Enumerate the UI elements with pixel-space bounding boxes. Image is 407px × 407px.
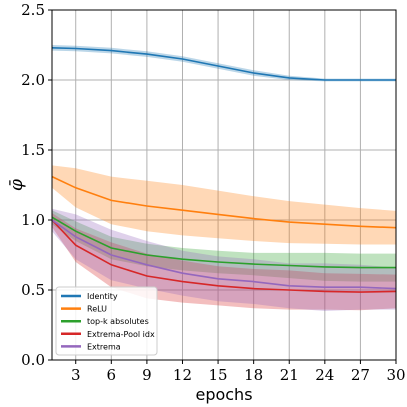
series-line [51,219,397,293]
legend-box [55,286,158,356]
x-tick-label: 27 [351,366,370,384]
x-axis-label: epochs [195,385,252,404]
y-axis-ticks: 0.0 0.5 1.0 1.5 2.0 2.5 [21,1,52,369]
x-tick-label: 9 [142,366,152,384]
confidence-bands [52,45,396,311]
plot-frame [51,9,397,361]
legend-label: ReLU [87,305,107,314]
x-tick-label: 6 [107,366,117,384]
legend-label: Extrema-Pool idx [87,330,155,339]
series-band [52,45,396,82]
series-line [51,219,397,290]
x-tick-label: 18 [244,366,263,384]
x-tick-label: 21 [280,366,299,384]
y-tick-label: 1.5 [21,141,45,159]
legend-label: Extrema [87,342,121,351]
y-tick-label: 2.5 [21,1,45,19]
series-band [52,165,396,245]
x-tick-label: 30 [386,366,405,384]
series-band [52,208,396,311]
series-band [52,210,396,282]
series-line [51,216,396,269]
x-tick-label: 12 [173,366,192,384]
y-tick-label: 2.0 [21,71,45,89]
x-tick-label: 24 [315,366,334,384]
series-line [51,175,397,229]
x-tick-label: 3 [71,366,81,384]
y-axis-label: φ̄ [7,179,27,191]
legend: Identity ReLU top-k absolutes Extrema-Pool … [55,286,158,356]
y-tick-label: 0.5 [21,281,45,299]
x-tick-label: 15 [209,366,228,384]
series-lines [51,47,397,293]
y-tick-label: 0.0 [21,351,45,369]
series-line [51,47,396,81]
y-tick-label: 1.0 [21,211,45,229]
legend-label: Identity [87,292,118,301]
legend-label: top-k absolutes [87,317,149,326]
x-axis-ticks: 3 6 9 12 15 18 21 24 27 30 [71,360,406,384]
